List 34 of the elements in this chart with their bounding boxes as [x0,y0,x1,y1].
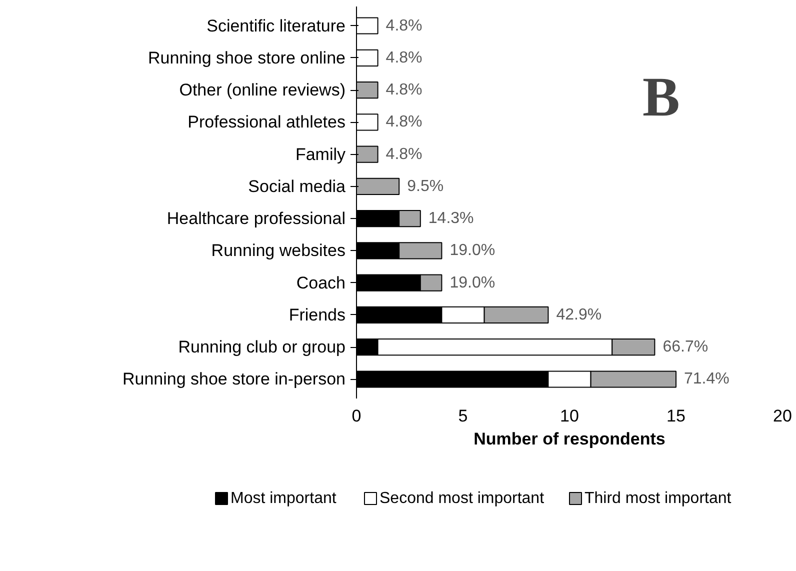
y-tick-label: Coach [296,273,346,292]
y-tick-label: Running shoe store online [148,48,346,68]
y-tick-label: Family [295,144,346,164]
annotation: 4.8% [386,114,422,131]
annotation: 14.3% [428,210,474,228]
annotation: 4.8% [386,146,422,163]
annotation: B [642,66,680,128]
y-tick-label: Running shoe store in-person [122,370,346,389]
y-tick-label: Running club or group [178,338,346,357]
x-tick-label: 15 [666,406,686,426]
y-tick-label: Social media [248,176,346,196]
y-tick-label: Healthcare professional [166,209,346,228]
annotation: 19.0% [450,274,496,292]
legend-label: Third most important [584,490,732,507]
annotation: 4.8% [386,17,422,34]
annotation: 71.4% [684,370,730,388]
y-tick-label: Friends [288,305,346,324]
annotation: 42.9% [556,306,602,324]
y-tick-label: Scientific literature [206,16,346,36]
x-tick-label: 0 [352,406,362,426]
annotation: 66.7% [662,338,708,356]
x-tick-label: 5 [458,406,468,426]
annotation: 19.0% [450,242,496,260]
x-tick-label: 20 [773,406,792,426]
y-tick-label: Running websites [211,241,346,260]
legend-label: Most important [230,490,337,507]
x-tick-label: 10 [560,406,579,426]
x-axis-title: Number of respondents [474,430,666,448]
legend-label: Second most important [380,490,545,507]
annotation: 4.8% [386,49,422,66]
annotation: 4.8% [386,82,422,99]
y-tick-label: Professional athletes [188,112,346,132]
y-tick-label: Other (online reviews) [179,80,346,100]
annotation: 9.5% [407,178,444,195]
